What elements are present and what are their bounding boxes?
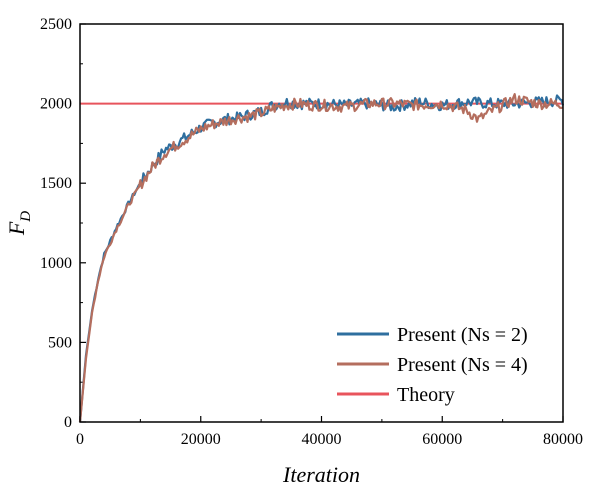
x-axis-title: Iteration <box>282 462 360 487</box>
x-tick-label: 60000 <box>422 431 462 448</box>
legend: Present (Ns = 2) Present (Ns = 4) Theory <box>337 324 528 406</box>
x-tick-label: 80000 <box>543 431 583 448</box>
y-tick-label: 0 <box>64 414 72 431</box>
series-layer <box>78 93 565 423</box>
y-axis-title: FD <box>4 211 34 236</box>
x-tick-label: 40000 <box>302 431 342 448</box>
y-tick-label: 500 <box>48 334 72 351</box>
legend-label: Theory <box>397 384 455 406</box>
x-tick-label: 0 <box>76 431 84 448</box>
y-tick-label: 1500 <box>40 175 72 192</box>
tick-labels: 0 20000 40000 60000 80000 0 500 1000 1500 2000 250… <box>40 16 583 448</box>
legend-label: Present (Ns = 4) <box>397 354 528 376</box>
y-tick-label: 2500 <box>40 16 72 33</box>
series-line-1 <box>78 93 564 423</box>
x-tick-label: 20000 <box>181 431 221 448</box>
y-axis-title-main: F <box>4 221 29 236</box>
y-tick-label: 2000 <box>40 96 72 113</box>
plot-frame <box>79 23 564 423</box>
y-axis-title-sub: D <box>18 211 34 223</box>
legend-label: Present (Ns = 2) <box>397 324 528 346</box>
y-tick-label: 1000 <box>40 255 72 272</box>
